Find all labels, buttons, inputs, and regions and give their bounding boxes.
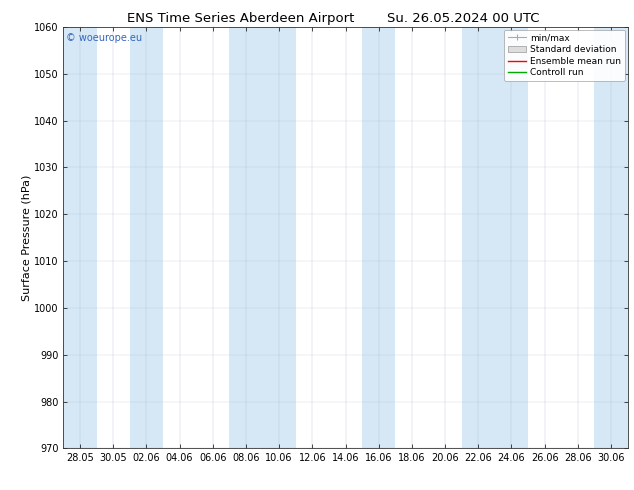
Bar	[230, 27, 262, 448]
Bar	[462, 27, 495, 448]
Bar	[362, 27, 396, 448]
Text: ENS Time Series Aberdeen Airport: ENS Time Series Aberdeen Airport	[127, 12, 354, 25]
Bar	[63, 27, 96, 448]
Bar	[130, 27, 163, 448]
Y-axis label: Surface Pressure (hPa): Surface Pressure (hPa)	[21, 174, 31, 301]
Bar	[262, 27, 295, 448]
Bar	[495, 27, 528, 448]
Text: Su. 26.05.2024 00 UTC: Su. 26.05.2024 00 UTC	[387, 12, 539, 25]
Bar	[595, 27, 628, 448]
Legend: min/max, Standard deviation, Ensemble mean run, Controll run: min/max, Standard deviation, Ensemble me…	[504, 30, 625, 81]
Text: © woeurope.eu: © woeurope.eu	[66, 33, 143, 43]
